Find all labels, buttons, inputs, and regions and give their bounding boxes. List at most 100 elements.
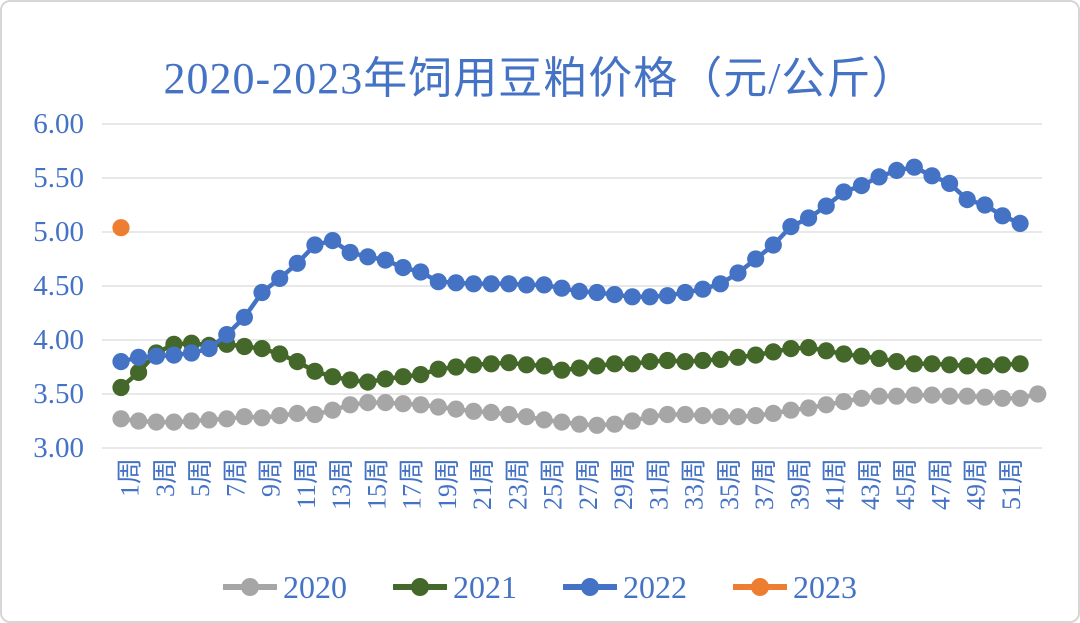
series-point-2022 bbox=[958, 191, 976, 209]
series-point-2021 bbox=[764, 343, 782, 361]
series-point-2020 bbox=[165, 413, 183, 431]
x-axis-tick-label: 37周 bbox=[750, 458, 779, 510]
series-point-2021 bbox=[306, 362, 324, 380]
series-point-2020 bbox=[1011, 389, 1029, 407]
series-point-2021 bbox=[112, 378, 130, 397]
series-point-2021 bbox=[835, 345, 853, 363]
x-axis-tick-label: 25周 bbox=[539, 458, 568, 510]
series-point-2022 bbox=[800, 209, 818, 227]
chart-legend: 2020 2021 2022 2023 bbox=[2, 571, 1078, 603]
series-point-2021 bbox=[235, 337, 253, 356]
series-point-2022 bbox=[147, 347, 165, 365]
series-point-2021 bbox=[588, 357, 606, 375]
series-point-2022 bbox=[835, 183, 853, 201]
series-point-2020 bbox=[112, 410, 130, 428]
series-point-2021 bbox=[253, 340, 271, 358]
legend-label: 2022 bbox=[623, 569, 687, 605]
series-point-2020 bbox=[923, 386, 941, 404]
y-axis-tick-label: 4.50 bbox=[33, 270, 84, 302]
series-point-2020 bbox=[394, 395, 412, 413]
series-point-2021 bbox=[324, 368, 342, 386]
series-point-2020 bbox=[271, 407, 289, 425]
series-point-2022 bbox=[976, 196, 994, 214]
chart-title: 2020-2023年饲用豆粕价格（元/公斤） bbox=[163, 54, 917, 103]
x-axis-tick-label: 19周 bbox=[433, 458, 462, 510]
series-line-2021 bbox=[119, 340, 1021, 390]
series-point-2022 bbox=[359, 248, 377, 266]
series-point-2021 bbox=[394, 368, 412, 386]
series-point-2022 bbox=[517, 276, 536, 294]
series-point-2021 bbox=[694, 351, 712, 370]
series-point-2022 bbox=[200, 340, 218, 358]
series-point-2021 bbox=[535, 357, 553, 375]
series-point-2020 bbox=[976, 388, 994, 406]
series-point-2020 bbox=[147, 413, 165, 431]
x-axis-tick-label: 13周 bbox=[327, 458, 356, 510]
x-axis-tick-label: 11周 bbox=[292, 458, 321, 509]
series-point-2022 bbox=[412, 263, 430, 281]
series-point-2022 bbox=[941, 174, 959, 192]
series-point-2022 bbox=[817, 197, 835, 215]
series-point-2022 bbox=[429, 273, 447, 291]
series-point-2020 bbox=[553, 413, 571, 431]
series-point-2022 bbox=[676, 283, 694, 302]
series-point-2020 bbox=[182, 412, 201, 430]
x-axis-tick-label: 29周 bbox=[609, 458, 638, 510]
series-point-2020 bbox=[253, 409, 271, 427]
series-point-2020 bbox=[535, 411, 553, 429]
series-point-2021 bbox=[447, 358, 465, 376]
x-axis-tick-label: 47周 bbox=[926, 458, 955, 510]
series-point-2020 bbox=[905, 386, 923, 404]
legend-label: 2021 bbox=[453, 569, 517, 605]
series-point-2021 bbox=[905, 355, 923, 373]
series-point-2022 bbox=[165, 346, 183, 364]
x-axis-tick-label: 7周 bbox=[221, 458, 250, 497]
series-point-2021 bbox=[658, 351, 677, 370]
x-axis-tick-label: 9周 bbox=[257, 458, 286, 497]
series-point-2022 bbox=[465, 275, 483, 293]
series-point-2021 bbox=[870, 349, 888, 367]
series-point-2020 bbox=[852, 389, 871, 407]
series-point-2020 bbox=[588, 416, 606, 434]
legend-marker-icon bbox=[733, 578, 787, 596]
series-point-2022 bbox=[606, 286, 624, 304]
series-point-2021 bbox=[341, 371, 359, 389]
series-point-2020 bbox=[341, 396, 359, 414]
legend-label: 2020 bbox=[283, 569, 347, 605]
series-point-2020 bbox=[623, 412, 641, 430]
legend-marker-icon bbox=[563, 578, 617, 596]
series-point-2022 bbox=[870, 168, 888, 186]
series-point-2022 bbox=[376, 251, 394, 269]
series-point-2020 bbox=[235, 408, 253, 426]
y-axis-tick-label: 6.00 bbox=[33, 108, 84, 140]
series-point-2020 bbox=[817, 396, 835, 414]
x-axis-tick-label: 1周 bbox=[116, 458, 145, 497]
x-axis-tick-label: 3周 bbox=[151, 458, 180, 497]
series-point-2020 bbox=[694, 407, 712, 425]
series-point-2021 bbox=[993, 356, 1012, 374]
series-point-2020 bbox=[711, 408, 730, 426]
legend-item-2022: 2022 bbox=[563, 571, 687, 603]
series-point-2022 bbox=[447, 274, 465, 292]
legend-label: 2023 bbox=[793, 569, 857, 605]
series-point-2020 bbox=[747, 407, 765, 425]
y-axis-tick-label: 3.50 bbox=[33, 378, 84, 410]
series-point-2020 bbox=[800, 399, 818, 417]
series-point-2021 bbox=[923, 355, 941, 373]
legend-marker-icon bbox=[223, 578, 277, 596]
series-point-2021 bbox=[570, 359, 589, 377]
x-axis-tick-label: 17周 bbox=[398, 458, 427, 510]
x-axis-tick-label: 35周 bbox=[715, 458, 744, 510]
series-point-2020 bbox=[359, 394, 377, 412]
series-point-2020 bbox=[447, 400, 465, 418]
series-point-2022 bbox=[394, 259, 412, 277]
x-axis-tick-label: 41周 bbox=[821, 458, 850, 510]
series-point-2022 bbox=[500, 275, 518, 293]
series-point-2022 bbox=[729, 264, 747, 282]
series-point-2020 bbox=[958, 387, 976, 405]
series-point-2020 bbox=[676, 405, 694, 424]
x-axis-tick-label: 45周 bbox=[891, 458, 920, 510]
series-point-2020 bbox=[500, 405, 518, 424]
legend-item-2020: 2020 bbox=[223, 571, 347, 603]
